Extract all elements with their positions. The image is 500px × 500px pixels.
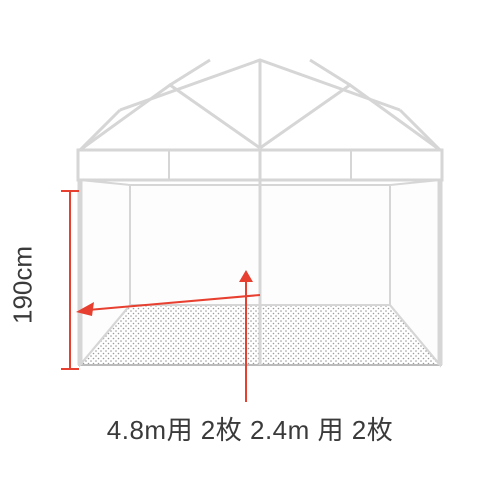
panel-spec-label: 4.8m用 2枚 2.4m 用 2枚 xyxy=(0,410,500,447)
wall-indicator-arrow xyxy=(245,272,247,402)
height-dimension-label: 190cm xyxy=(8,200,38,370)
depth-arrow xyxy=(70,290,270,350)
